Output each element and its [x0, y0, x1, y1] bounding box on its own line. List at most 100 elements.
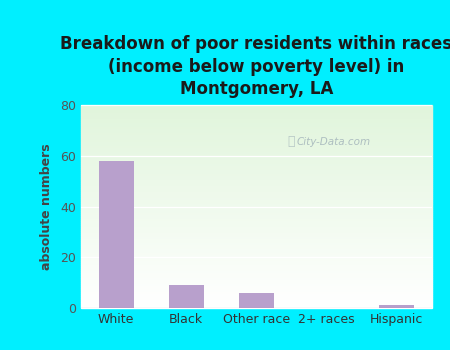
Bar [81, 243, 432, 245]
Bar [81, 140, 432, 141]
Bar [81, 170, 432, 172]
Bar [81, 227, 432, 229]
Bar [81, 211, 432, 212]
Bar [81, 123, 432, 125]
Bar [81, 192, 432, 194]
Bar [81, 141, 432, 144]
Bar [81, 156, 432, 158]
Bar [81, 249, 432, 251]
Bar [81, 292, 432, 294]
Bar [81, 217, 432, 219]
Bar [81, 130, 432, 131]
Bar [81, 273, 432, 275]
Bar [81, 119, 432, 121]
Bar [81, 113, 432, 115]
Bar [81, 235, 432, 237]
Y-axis label: absolute numbers: absolute numbers [40, 143, 53, 270]
Bar [81, 206, 432, 209]
Bar [81, 131, 432, 133]
Bar [81, 162, 432, 164]
Bar [81, 278, 432, 280]
Bar [81, 265, 432, 267]
Bar [81, 111, 432, 113]
Bar [81, 286, 432, 288]
Bar [81, 251, 432, 253]
Bar [81, 209, 432, 211]
Bar [81, 298, 432, 300]
Bar [81, 152, 432, 154]
Bar [81, 302, 432, 304]
Bar [81, 306, 432, 308]
Bar [81, 267, 432, 270]
Bar [81, 188, 432, 190]
Bar [81, 107, 432, 109]
Bar [169, 285, 204, 308]
Bar [81, 261, 432, 263]
Bar [81, 194, 432, 196]
Bar [81, 300, 432, 302]
Bar [81, 304, 432, 306]
Bar [81, 241, 432, 243]
Bar [81, 239, 432, 241]
Bar [81, 109, 432, 111]
Bar [81, 166, 432, 168]
Bar [81, 148, 432, 150]
Bar [81, 196, 432, 198]
Bar [81, 154, 432, 156]
Bar [81, 270, 432, 272]
Bar [81, 253, 432, 255]
Bar [81, 138, 432, 140]
Bar [81, 259, 432, 261]
Bar [81, 180, 432, 182]
Bar [81, 296, 432, 298]
Bar [81, 257, 432, 259]
Bar [81, 117, 432, 119]
Bar [81, 127, 432, 130]
Bar [81, 284, 432, 286]
Bar [81, 198, 432, 201]
Bar [81, 247, 432, 249]
Text: ⌕: ⌕ [288, 135, 295, 148]
Bar [81, 219, 432, 221]
Bar [81, 221, 432, 223]
Bar [81, 190, 432, 192]
Bar [81, 290, 432, 292]
Bar [81, 223, 432, 225]
Bar [81, 229, 432, 231]
Bar [81, 225, 432, 227]
Bar [81, 288, 432, 290]
Text: City-Data.com: City-Data.com [297, 136, 371, 147]
Bar [99, 161, 134, 308]
Bar [81, 280, 432, 282]
Bar [81, 272, 432, 273]
Bar [81, 255, 432, 257]
Title: Breakdown of poor residents within races
(income below poverty level) in
Montgom: Breakdown of poor residents within races… [60, 35, 450, 98]
Bar [81, 294, 432, 296]
Bar [81, 212, 432, 215]
Bar [81, 245, 432, 247]
Bar [81, 215, 432, 217]
Bar [81, 204, 432, 206]
Bar [239, 293, 274, 308]
Bar [81, 237, 432, 239]
Bar [81, 160, 432, 162]
Bar [81, 164, 432, 166]
Bar [81, 178, 432, 180]
Bar [81, 282, 432, 284]
Bar [81, 105, 432, 107]
Bar [81, 158, 432, 160]
Bar [81, 184, 432, 186]
Bar [81, 176, 432, 178]
Bar [81, 125, 432, 127]
Bar [81, 202, 432, 204]
Bar [81, 233, 432, 235]
Bar [81, 172, 432, 174]
Bar [81, 121, 432, 123]
Bar [81, 150, 432, 152]
Bar [379, 306, 414, 308]
Bar [81, 174, 432, 176]
Bar [81, 182, 432, 184]
Bar [81, 133, 432, 135]
Bar [81, 144, 432, 146]
Bar [81, 231, 432, 233]
